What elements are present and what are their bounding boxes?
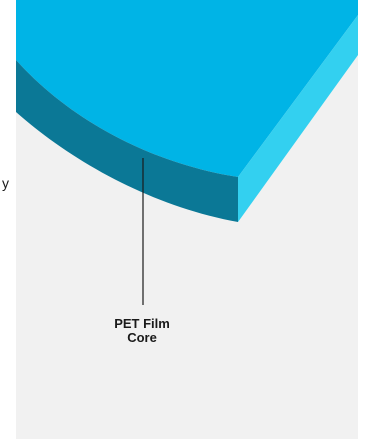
film-core-edge-face bbox=[16, 60, 238, 222]
clipped-edge-text: y bbox=[2, 175, 9, 191]
pet-film-core-label: PET Film Core bbox=[98, 317, 186, 345]
label-line-2: Core bbox=[127, 330, 157, 345]
film-side-face bbox=[238, 15, 358, 222]
film-top-face bbox=[16, 0, 358, 177]
label-line-1: PET Film bbox=[114, 316, 170, 331]
